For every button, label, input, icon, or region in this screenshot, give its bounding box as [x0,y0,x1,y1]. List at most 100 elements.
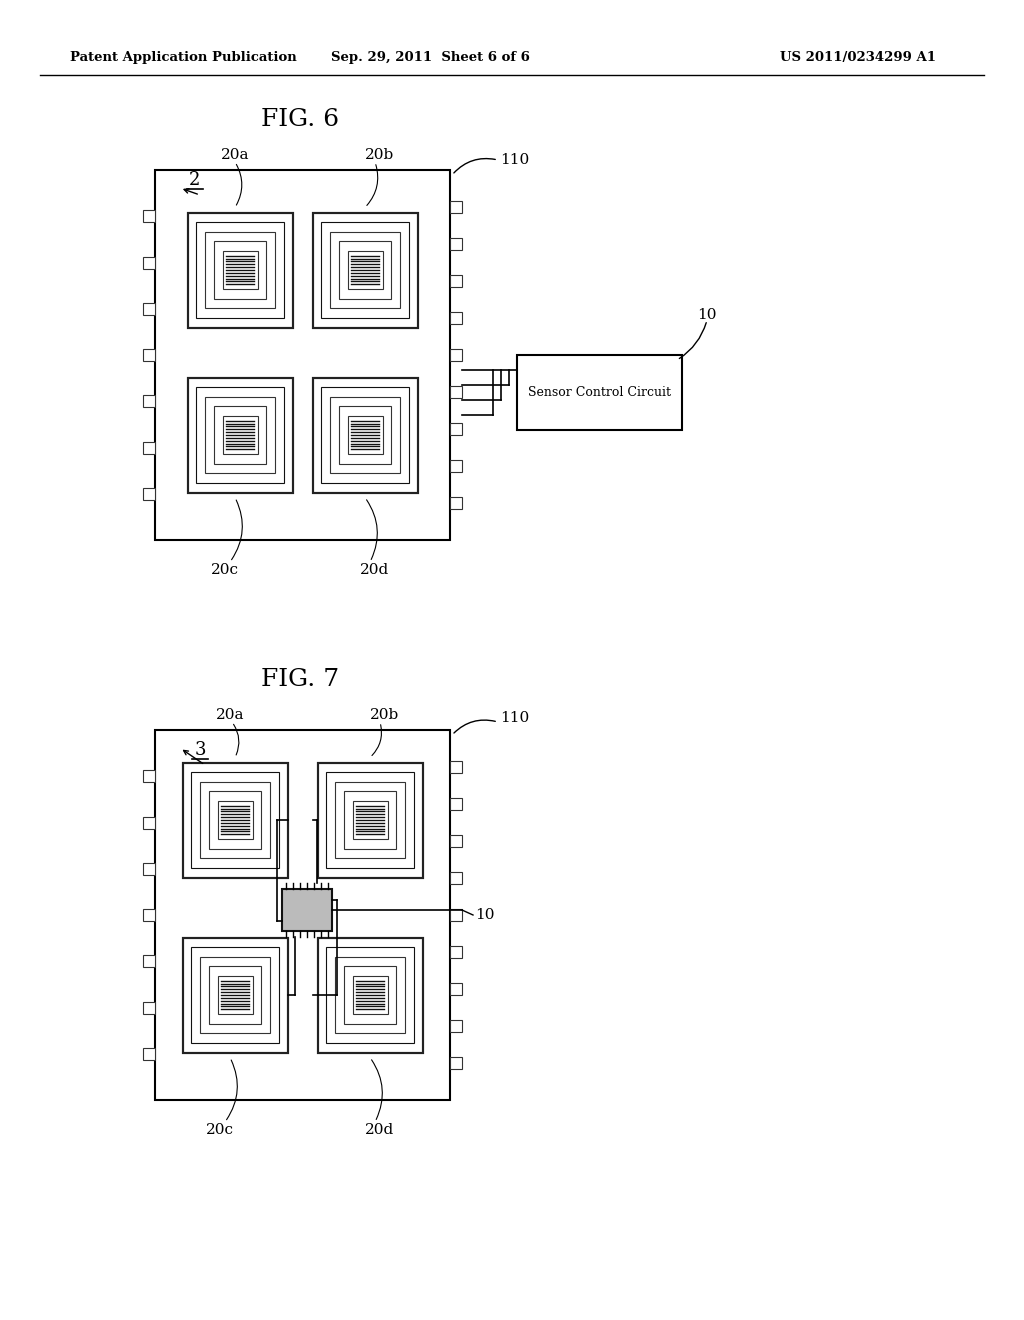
Bar [143,395,155,408]
Bar [355,978,385,1011]
Bar [352,801,387,840]
Bar [344,791,396,849]
Bar [450,238,462,249]
Bar [214,407,266,463]
Bar [322,387,409,483]
Bar [282,888,332,931]
Text: FIG. 7: FIG. 7 [261,668,339,692]
Bar [312,213,418,327]
Bar [450,909,462,921]
Text: US 2011/0234299 A1: US 2011/0234299 A1 [780,51,936,65]
Text: FIG. 6: FIG. 6 [261,108,339,132]
Bar [317,937,423,1052]
Bar [143,348,155,360]
Bar [450,312,462,323]
Bar [450,275,462,286]
Text: 2: 2 [189,172,201,189]
Bar [143,302,155,314]
Bar [339,242,391,298]
Bar [187,378,293,492]
Bar [182,937,288,1052]
Bar [143,256,155,268]
Bar [450,498,462,510]
Bar [347,416,383,454]
Bar [450,422,462,436]
Bar [187,213,293,327]
Bar [312,378,418,492]
Bar [322,222,409,318]
Bar [187,213,293,327]
Bar [200,957,270,1034]
Bar [197,387,284,483]
Bar [335,781,406,858]
Text: 3: 3 [195,741,206,759]
Bar [155,730,450,1100]
Bar [217,975,253,1014]
Bar [317,763,423,878]
Bar [317,937,423,1052]
Bar [143,956,155,968]
Bar [191,946,279,1043]
Bar [330,397,400,474]
Bar [220,804,250,837]
Bar [205,397,275,474]
Bar [143,441,155,454]
Text: 20d: 20d [366,1123,394,1137]
Bar [450,348,462,360]
Bar [330,232,400,309]
Bar [335,957,406,1034]
Bar [355,804,385,837]
Bar [327,772,414,869]
Bar [517,355,682,430]
Bar [450,983,462,995]
Bar [450,762,462,774]
Bar [197,222,284,318]
Text: Patent Application Publication: Patent Application Publication [70,51,297,65]
Bar [209,966,261,1024]
Bar [143,210,155,222]
Bar [347,251,383,289]
Bar [214,242,266,298]
Text: 10: 10 [697,308,717,322]
Bar [205,232,275,309]
Bar [143,1048,155,1060]
Bar [327,946,414,1043]
Bar [317,763,423,878]
Bar [143,817,155,829]
Text: 10: 10 [475,908,495,921]
Text: 110: 110 [500,153,529,168]
Bar [450,836,462,847]
Bar [450,799,462,810]
Text: 20a: 20a [221,148,249,162]
Text: Sensor Control Circuit: Sensor Control Circuit [528,385,671,399]
Bar [450,946,462,958]
Bar [225,253,255,286]
Bar [450,1020,462,1032]
Bar [352,975,387,1014]
Bar [182,937,288,1052]
Bar [312,213,418,327]
Bar [155,170,450,540]
Bar [350,418,380,451]
Bar [339,407,391,463]
Bar [220,978,250,1011]
Text: 20b: 20b [366,148,394,162]
Bar [450,1057,462,1069]
Bar [344,966,396,1024]
Text: 20d: 20d [360,564,389,577]
Bar [450,385,462,399]
Bar [143,771,155,783]
Bar [200,781,270,858]
Text: 20c: 20c [211,564,239,577]
Bar [143,1002,155,1014]
Bar [312,378,418,492]
Bar [209,791,261,849]
Bar [143,909,155,921]
Bar [450,459,462,473]
Bar [182,763,288,878]
Bar [187,378,293,492]
Text: 20a: 20a [216,708,245,722]
Bar [450,873,462,884]
Bar [182,763,288,878]
Bar [350,253,380,286]
